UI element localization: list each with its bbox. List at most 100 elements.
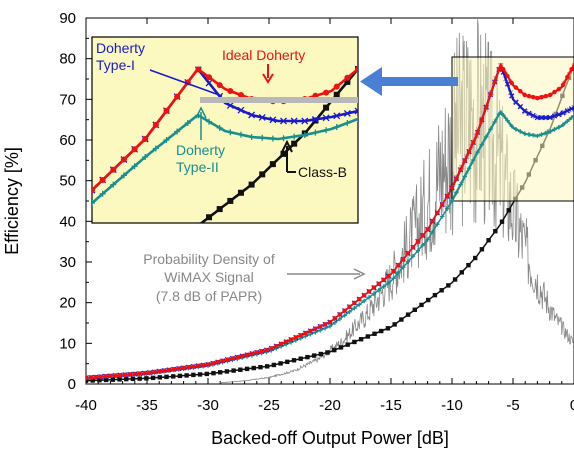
data-point-dot xyxy=(259,349,264,354)
data-point-dot xyxy=(98,374,103,379)
data-point-dot xyxy=(410,245,416,250)
data-point-dot xyxy=(415,239,421,244)
data-point-plus xyxy=(332,320,338,325)
data-point-plus xyxy=(435,221,440,227)
zoom-point-x xyxy=(547,114,553,121)
data-point-dot xyxy=(88,375,94,380)
inset-point-square xyxy=(259,171,266,178)
classb-arrowhead xyxy=(281,139,293,153)
data-point-square xyxy=(171,374,176,379)
zoom-point-plus xyxy=(479,142,485,147)
data-point-dot xyxy=(352,300,357,306)
data-point-dot xyxy=(279,341,284,347)
data-point-square xyxy=(506,208,511,213)
data-point-square xyxy=(244,366,250,372)
inset-point-square xyxy=(280,150,287,157)
data-point-plus xyxy=(430,229,435,235)
inset-line-plus xyxy=(92,113,358,205)
data-point-square xyxy=(110,377,116,382)
data-point-dot xyxy=(181,365,186,371)
data-point-dot xyxy=(210,361,216,366)
data-point-dot xyxy=(337,312,342,317)
y-tick-label: 70 xyxy=(59,91,76,108)
data-point-dot xyxy=(376,281,381,286)
data-point-plus xyxy=(405,259,411,264)
data-point-plus xyxy=(415,248,421,253)
inset-point-x xyxy=(258,113,266,121)
inset-point-dot xyxy=(142,136,149,142)
inset-point-square xyxy=(269,161,276,168)
zoom-point-dot xyxy=(496,67,502,72)
data-point-dot xyxy=(401,257,406,262)
data-point-plus xyxy=(361,298,367,304)
inset-point-plus xyxy=(152,145,159,152)
ideal-doherty-arrowhead xyxy=(262,73,274,84)
zoom-point-x xyxy=(560,110,566,116)
type2-label-line1: Doherty xyxy=(176,142,225,158)
inset-point-plus xyxy=(269,135,276,142)
y-axis-label: Efficiency [%] xyxy=(2,147,22,255)
inset-point-square xyxy=(344,78,351,85)
x-tick-label: -30 xyxy=(197,397,219,414)
data-point-dot xyxy=(264,347,269,353)
data-point-square xyxy=(150,375,156,381)
zoom-point-plus xyxy=(522,131,527,136)
data-point-plus xyxy=(322,326,328,331)
data-point-square xyxy=(278,361,283,366)
data-point-square xyxy=(419,302,424,308)
zoom-point-x xyxy=(517,103,523,110)
data-point-square xyxy=(446,283,451,288)
data-point-plus xyxy=(425,237,430,242)
data-point-square xyxy=(493,228,498,234)
data-point-square xyxy=(177,373,183,379)
data-point-plus xyxy=(357,302,362,307)
zoom-point-plus xyxy=(492,119,497,125)
data-point-square xyxy=(439,288,444,293)
data-point-dot xyxy=(347,304,352,310)
y-tick-label: 20 xyxy=(59,295,76,312)
data-point-dot xyxy=(230,356,235,361)
data-point-square xyxy=(325,350,330,355)
data-point-dot xyxy=(386,273,391,279)
y-tick-label: 90 xyxy=(59,10,76,27)
data-point-square xyxy=(486,238,491,243)
data-point-dot xyxy=(435,210,440,216)
zoom-point-plus xyxy=(505,118,510,123)
inset-point-dot xyxy=(227,88,234,94)
zoom-point-x xyxy=(509,93,515,99)
inset-point-plus xyxy=(323,127,330,134)
inset-point-plus xyxy=(355,116,358,122)
data-point-square xyxy=(103,377,109,383)
data-point-dot xyxy=(440,202,445,207)
y-tick-label: 50 xyxy=(59,173,76,190)
inset-point-x xyxy=(226,101,234,109)
zoom-point-x xyxy=(534,114,541,121)
zoom-point-dot xyxy=(475,130,480,135)
inset-point-dot xyxy=(333,83,340,90)
y-tick-label: 40 xyxy=(59,213,76,230)
data-point-square xyxy=(90,378,95,383)
zoom-point-plus xyxy=(454,190,459,196)
data-point-plus xyxy=(420,242,425,248)
data-point-plus xyxy=(342,313,347,318)
zoom-point-dot xyxy=(449,185,455,191)
zoom-point-x xyxy=(568,106,574,112)
inset-point-square xyxy=(237,189,244,196)
data-point-dot xyxy=(117,372,123,378)
data-point-square xyxy=(204,371,209,377)
pdf-label-line3: (7.8 dB of PAPR) xyxy=(156,288,262,304)
type2-label-line2: Type-II xyxy=(176,159,219,175)
data-point-dot xyxy=(176,366,181,371)
inset-point-x xyxy=(301,117,309,125)
data-point-plus xyxy=(381,284,386,289)
inset-point-square xyxy=(323,104,330,111)
data-point-square xyxy=(130,376,136,382)
data-point-square xyxy=(365,334,371,339)
data-point-dot xyxy=(137,371,142,376)
data-point-square xyxy=(379,328,384,334)
data-point-dot xyxy=(220,358,225,364)
data-point-dot xyxy=(254,350,259,355)
zoom-point-x xyxy=(504,81,511,87)
data-point-dot xyxy=(93,374,98,380)
data-point-square xyxy=(211,370,216,376)
